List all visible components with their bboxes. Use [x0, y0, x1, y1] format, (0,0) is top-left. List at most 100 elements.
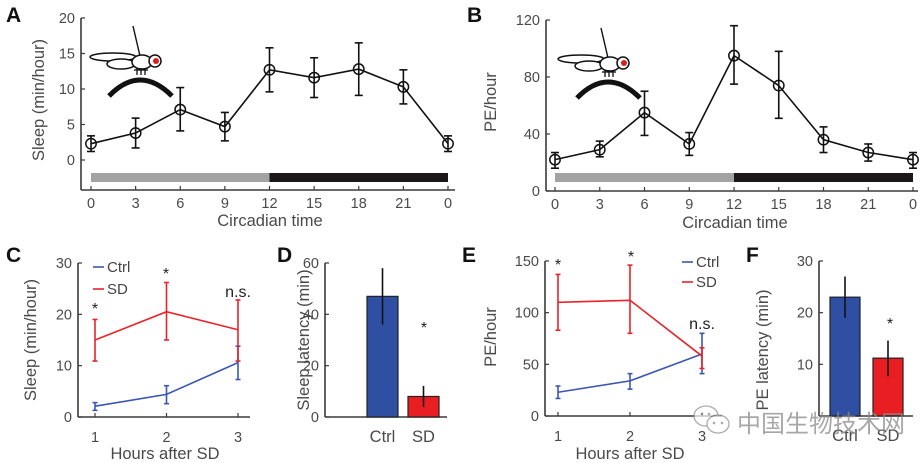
data-point-sleep [174, 103, 187, 116]
y-tick-label: 10 [797, 357, 813, 373]
data-point-pe [593, 143, 606, 156]
x-tick-label: 21 [395, 196, 411, 212]
x-tick-label: Ctrl [832, 427, 858, 445]
legend-label-ctrl: Ctrl [107, 259, 130, 276]
y-tick-label: 0 [531, 409, 539, 425]
panel-c: C 0 10 20 30 Sleep (min/hour) 1 2 3 Hours after S… [6, 244, 251, 463]
y-tick-label: 5 [67, 118, 75, 134]
fly-on-ball-icon [558, 28, 640, 98]
x-tick-label: SD [412, 428, 435, 446]
significance-annotation: n.s. [689, 316, 715, 333]
data-point-pe [549, 153, 561, 166]
y-tick-label: 10 [56, 359, 72, 375]
x-tick-label: 0 [909, 197, 917, 213]
panel-letter: C [6, 244, 21, 267]
x-tick-label: 0 [87, 196, 95, 212]
y-tick-label: 120 [516, 13, 540, 29]
y-tick-label: 20 [303, 359, 319, 375]
x-tick-label: 18 [351, 196, 367, 212]
x-tick-label: 6 [176, 196, 184, 212]
dark-phase-bar [269, 173, 448, 182]
y-axis-label: Sleep (min/hour) [30, 39, 48, 161]
data-point-pe [728, 49, 740, 62]
x-tick-label: 3 [234, 430, 242, 446]
y-tick-label: 30 [56, 256, 72, 272]
y-tick-label: 0 [311, 410, 319, 426]
x-tick-label: 12 [726, 197, 742, 213]
x-axis-label: Hours after SD [110, 445, 219, 463]
data-point-sleep [263, 63, 276, 76]
y-tick-label: 80 [524, 70, 540, 86]
significance-annotation: * [555, 257, 561, 274]
dark-phase-bar [734, 173, 913, 182]
panel-letter: F [746, 244, 759, 267]
data-point-pe [638, 106, 651, 119]
y-tick-label: 40 [303, 307, 319, 323]
data-point-pe [862, 146, 875, 159]
x-tick-label: 6 [640, 197, 648, 213]
x-tick-label: 9 [221, 196, 229, 212]
x-tick-label: 18 [815, 197, 831, 213]
y-tick-label: 0 [532, 184, 540, 200]
y-tick-label: 20 [797, 306, 813, 322]
data-point-sleep [129, 127, 142, 139]
x-tick-label: 3 [698, 429, 706, 445]
x-tick-label: 15 [306, 196, 322, 212]
x-tick-label: 3 [132, 196, 140, 212]
panel-letter: E [462, 244, 476, 267]
y-tick-label: 60 [303, 256, 319, 272]
panel-e: E 0 50 100 150 PE/hour 1 2 3 Hours after SD Ctrl SD… [462, 244, 722, 463]
data-point-sleep [218, 120, 231, 133]
x-tick-label: 9 [685, 197, 693, 213]
watermark: 中国生物技术网 [693, 405, 905, 438]
legend-label-ctrl: Ctrl [696, 254, 719, 271]
y-tick-label: 0 [64, 410, 72, 426]
panel-letter: A [6, 4, 21, 27]
x-tick-label: 2 [626, 429, 634, 445]
data-point-sleep [442, 137, 454, 150]
significance-annotation: n.s. [225, 284, 251, 301]
data-point-sleep [397, 80, 410, 93]
y-tick-label: 150 [515, 254, 539, 270]
watermark-text: 中国生物技术网 [737, 410, 905, 438]
x-tick-label: 1 [554, 429, 562, 445]
legend-label-sd: SD [107, 281, 128, 298]
legend-label-sd: SD [696, 274, 717, 291]
panel-letter: B [467, 4, 482, 27]
data-point-sleep [352, 63, 365, 76]
y-tick-label: 100 [515, 306, 539, 322]
panel-a: A 0 5 10 15 20 Sleep (min/hour) 0 3 6 9 12 15 18 21 0 Ci… [6, 4, 455, 230]
data-point-pe [683, 138, 696, 150]
y-tick-label: 0 [67, 153, 75, 169]
panel-b: B 0 40 80 120 PE/hour 0 3 6 9 12 15 18 21 0 Circadian t… [467, 4, 919, 232]
x-tick-label: 2 [162, 430, 170, 446]
y-tick-label: 15 [59, 47, 75, 63]
data-point-pe [772, 79, 785, 92]
x-tick-label: 21 [860, 197, 876, 213]
y-axis-label: PE/hour [482, 72, 500, 132]
x-tick-label: 12 [261, 196, 277, 212]
y-tick-label: 30 [797, 254, 813, 270]
data-point-sleep [85, 137, 97, 150]
y-tick-label: 40 [524, 127, 540, 143]
data-point-pe [907, 153, 919, 166]
y-axis-label: PE/hour [482, 307, 500, 367]
x-tick-label: Ctrl [370, 428, 396, 446]
fly-on-ball-icon [90, 26, 172, 96]
significance-annotation: * [92, 301, 98, 318]
y-tick-label: 10 [59, 82, 75, 98]
significance-annotation: * [628, 249, 634, 266]
significance-annotation: * [163, 266, 169, 283]
panel-f: F 10 20 30 PE latency (min) Ctrl SD * [746, 244, 913, 445]
x-tick-label: 0 [444, 196, 452, 212]
x-tick-label: 0 [551, 197, 559, 213]
light-phase-bar [91, 173, 270, 182]
y-tick-label: 20 [56, 307, 72, 323]
significance-annotation: * [421, 320, 427, 337]
panel-letter: D [277, 244, 292, 267]
data-point-sleep [308, 71, 321, 84]
x-axis-label: Circadian time [217, 212, 322, 230]
wechat-icon [693, 405, 730, 434]
